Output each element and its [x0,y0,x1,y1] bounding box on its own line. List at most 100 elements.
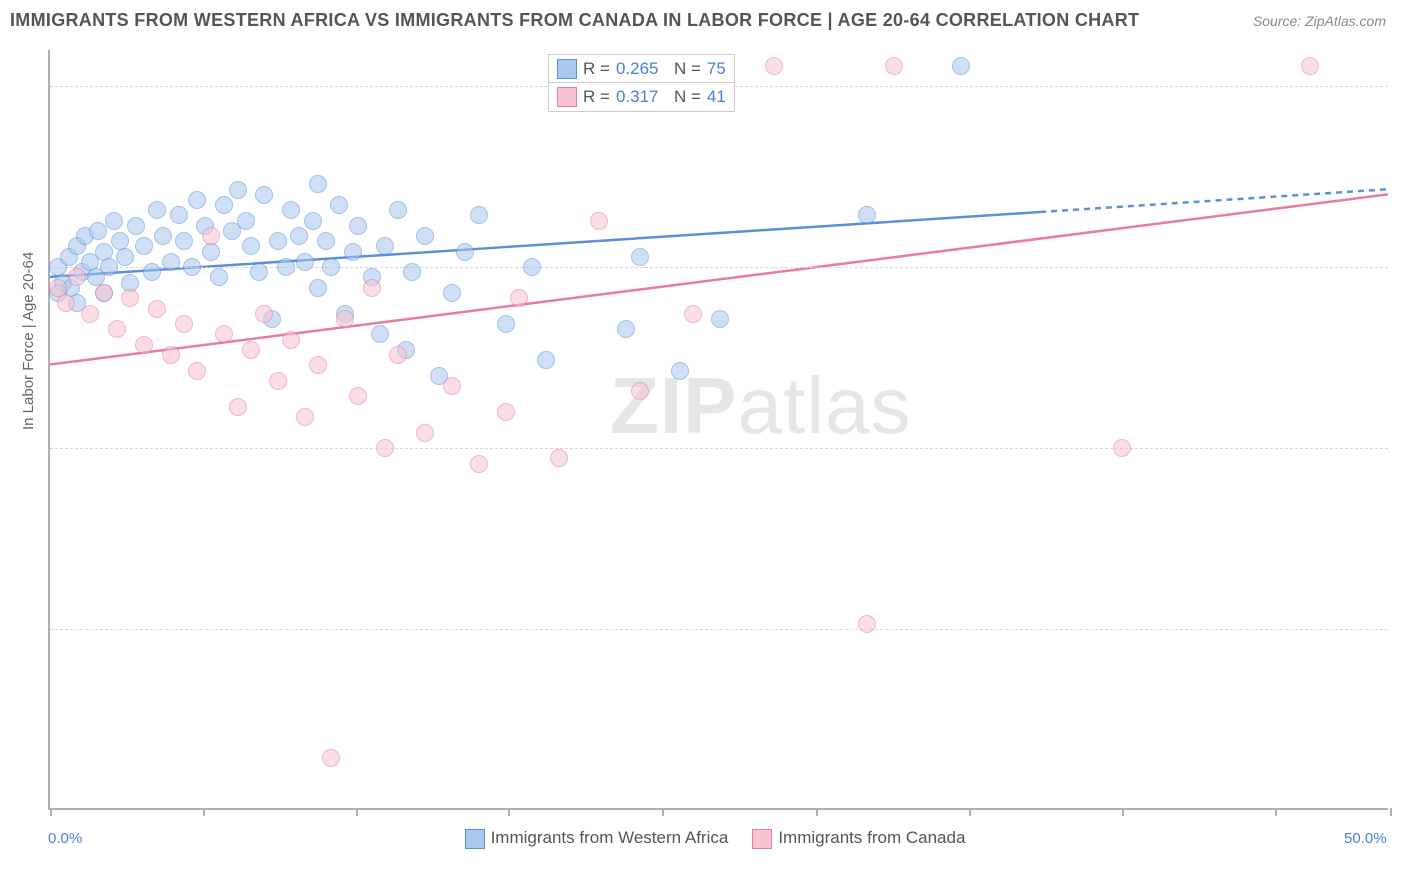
scatter-point [684,305,702,323]
scatter-point [416,227,434,245]
scatter-point [282,201,300,219]
scatter-point [858,206,876,224]
scatter-point [330,196,348,214]
legend-swatch [465,829,485,849]
watermark: ZIPatlas [610,360,911,452]
scatter-point [269,372,287,390]
scatter-point [631,248,649,266]
x-max-label: 50.0% [1344,830,1387,847]
scatter-point [456,243,474,261]
scatter-point [105,212,123,230]
scatter-point [510,289,528,307]
watermark-atlas: atlas [737,361,911,450]
legend-stat-row: R =0.317N =41 [548,82,735,112]
scatter-point [290,227,308,245]
x-tick [816,808,818,816]
scatter-point [389,201,407,219]
n-value: 41 [707,87,726,107]
scatter-point [344,243,362,261]
legend-label: Immigrants from Western Africa [491,828,729,847]
r-label: R = [583,59,610,79]
scatter-point [497,315,515,333]
legend-stat-row: R = 0.265 N = 75 [548,54,735,84]
scatter-point [671,362,689,380]
x-tick [1390,808,1392,816]
scatter-point [255,305,273,323]
scatter-point [183,258,201,276]
scatter-point [537,351,555,369]
scatter-point [175,232,193,250]
scatter-point [470,206,488,224]
scatter-point [371,325,389,343]
x-tick [203,808,205,816]
scatter-point [443,377,461,395]
x-tick [356,808,358,816]
scatter-point [162,253,180,271]
scatter-point [116,248,134,266]
x-tick [1122,808,1124,816]
scatter-point [135,336,153,354]
scatter-point [336,310,354,328]
legend-swatch [752,829,772,849]
n-value: 75 [707,59,726,79]
scatter-point [143,263,161,281]
chart-title: IMMIGRANTS FROM WESTERN AFRICA VS IMMIGR… [10,10,1139,31]
n-label: N = [674,87,701,107]
scatter-point [497,403,515,421]
scatter-point [322,749,340,767]
scatter-point [108,320,126,338]
r-value: 0.265 [616,59,668,79]
plot-area: ZIPatlas 47.5%65.0%82.5%100.0% [48,50,1388,810]
scatter-point [590,212,608,230]
y-tick-label: 100.0% [1398,96,1406,113]
scatter-point [470,455,488,473]
scatter-point [202,227,220,245]
scatter-point [215,325,233,343]
x-tick [50,808,52,816]
scatter-point [242,341,260,359]
scatter-point [202,243,220,261]
scatter-point [210,268,228,286]
r-value: 0.317 [616,87,668,107]
scatter-point [229,181,247,199]
scatter-point [885,57,903,75]
scatter-point [376,237,394,255]
x-tick [1275,808,1277,816]
n-label: N = [674,59,701,79]
scatter-point [952,57,970,75]
scatter-point [100,258,118,276]
scatter-point [858,615,876,633]
scatter-point [89,222,107,240]
scatter-point [1301,57,1319,75]
scatter-point [711,310,729,328]
scatter-point [57,294,75,312]
scatter-point [95,284,113,302]
trend-lines [50,50,1388,808]
scatter-point [148,201,166,219]
scatter-point [282,331,300,349]
scatter-point [617,320,635,338]
scatter-point [304,212,322,230]
y-tick-label: 82.5% [1398,277,1406,294]
scatter-point [255,186,273,204]
scatter-point [349,387,367,405]
scatter-point [81,305,99,323]
y-axis-title: In Labor Force | Age 20-64 [20,252,37,430]
scatter-point [188,362,206,380]
legend-swatch [557,59,577,79]
scatter-point [296,408,314,426]
scatter-point [154,227,172,245]
scatter-point [317,232,335,250]
scatter-point [170,206,188,224]
scatter-point [765,57,783,75]
scatter-point [215,196,233,214]
scatter-point [68,268,86,286]
legend-swatch [557,87,577,107]
scatter-point [322,258,340,276]
scatter-point [277,258,295,276]
scatter-point [242,237,260,255]
scatter-point [631,382,649,400]
scatter-point [1113,439,1131,457]
x-tick [662,808,664,816]
scatter-point [127,217,145,235]
